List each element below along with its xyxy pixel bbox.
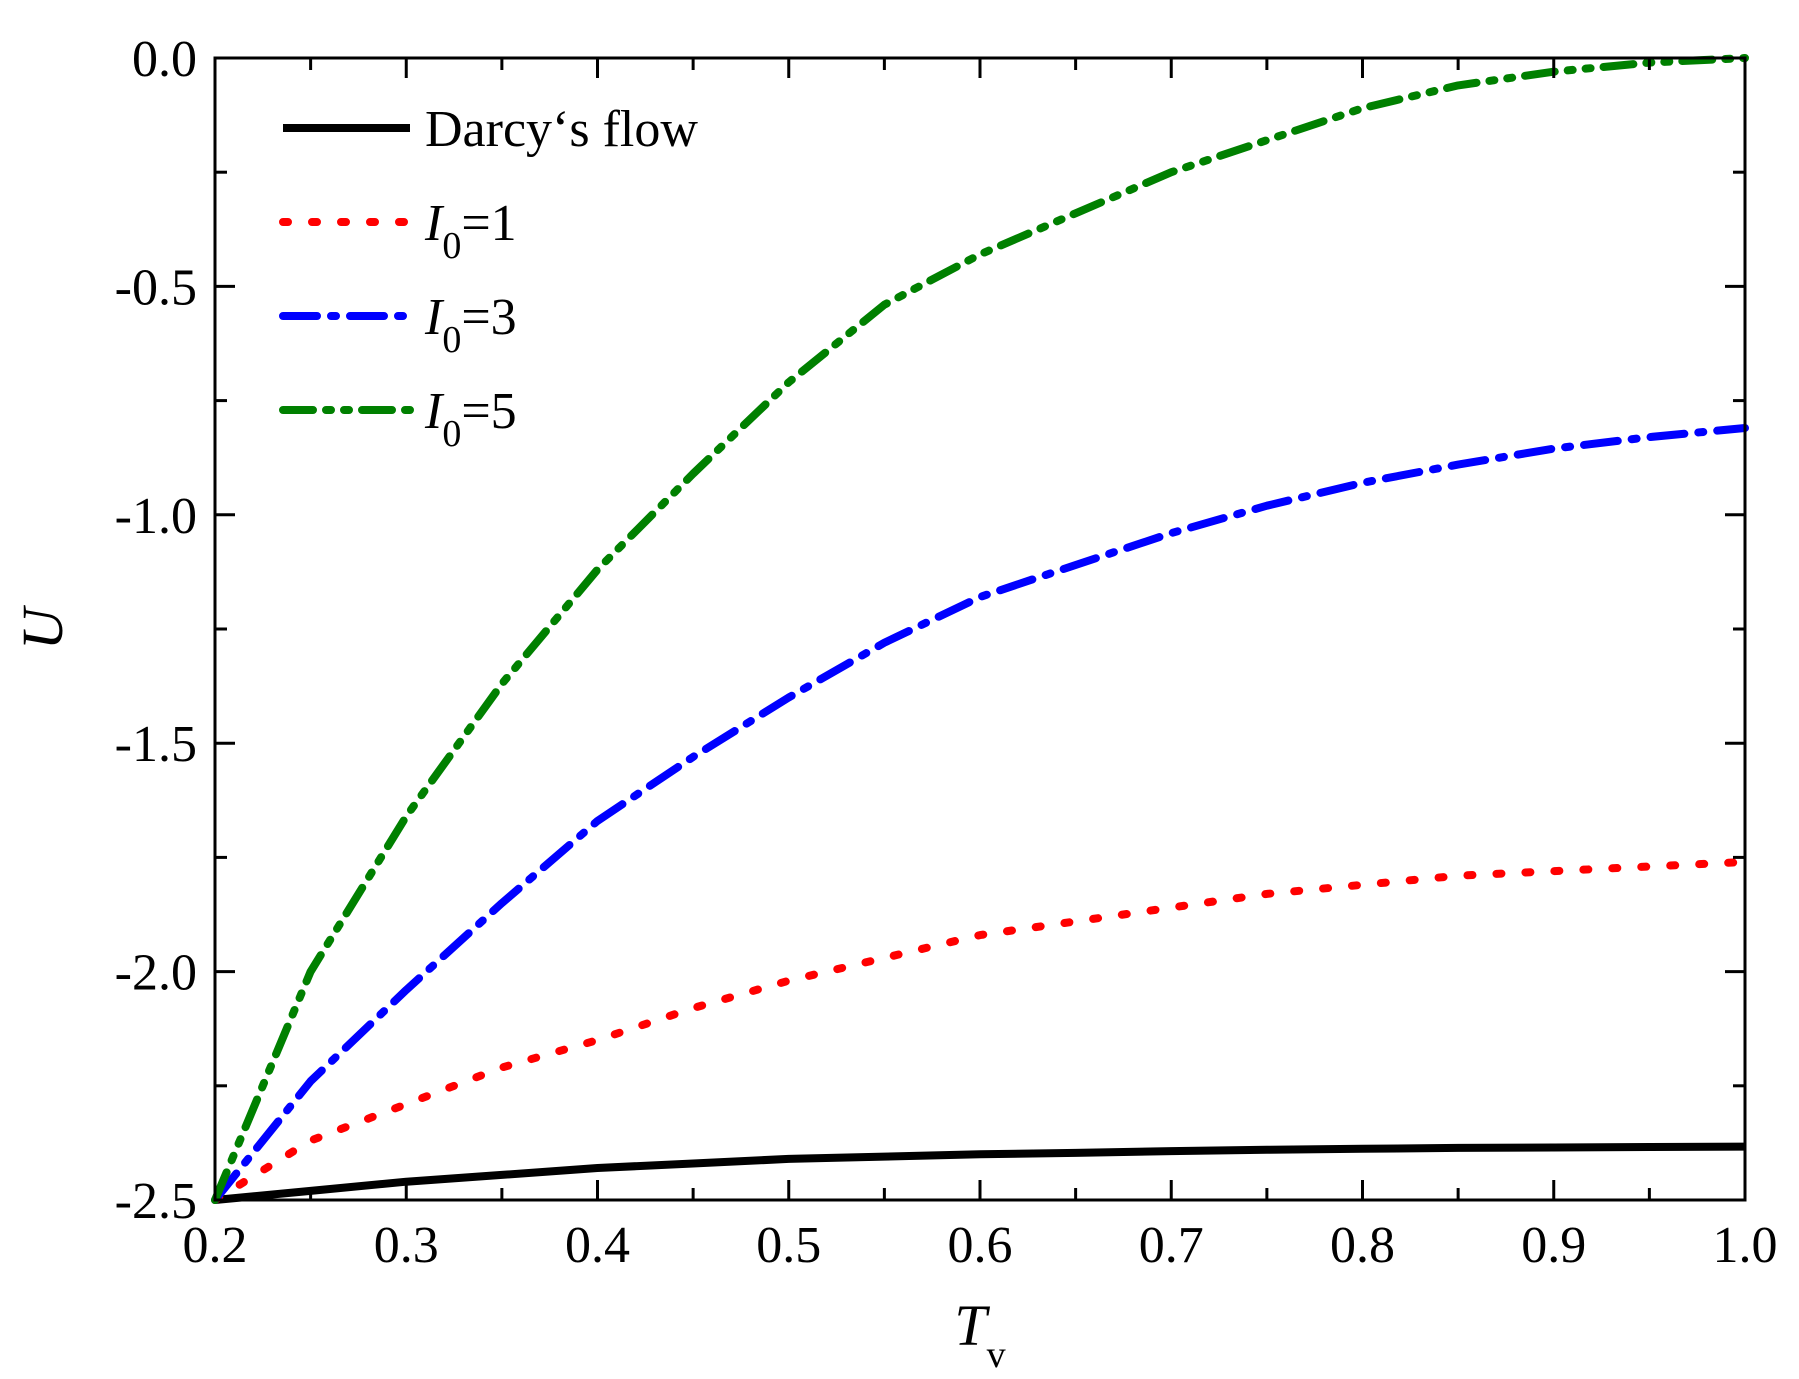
x-tick-label: 0.6 [948, 1217, 1013, 1274]
x-tick-label: 0.8 [1330, 1217, 1395, 1274]
y-tick-label: -2.5 [115, 1173, 197, 1230]
legend-label-sub: 0 [442, 225, 461, 267]
legend-label-rest: =3 [461, 289, 516, 346]
y-tick-label: -1.0 [115, 488, 197, 545]
legend-label-sub: 0 [442, 319, 461, 361]
legend-label-rest: =5 [461, 383, 516, 440]
legend-label-sub: 0 [442, 413, 461, 455]
y-tick-label: -2.0 [115, 945, 197, 1002]
x-axis-title: Tv [954, 1293, 1005, 1376]
legend-label-main: I [424, 289, 445, 346]
series-line-2 [211, 424, 1749, 1204]
plot-series [211, 54, 1749, 1204]
tick-labels: 0.2 0.3 0.4 0.5 0.6 0.7 0.8 0.9 1.0 0.0 -0.5 -1.0 -1… [115, 31, 1778, 1274]
x-tick-label: 0.4 [565, 1217, 630, 1274]
x-tick-label: 1.0 [1713, 1217, 1778, 1274]
y-tick-label: -0.5 [115, 259, 197, 316]
legend-label-3: I0=5 [424, 383, 517, 455]
x-axis-title-main: T [954, 1293, 990, 1358]
legend-label-2: I0=3 [424, 289, 517, 361]
x-tick-label: 0.7 [1139, 1217, 1204, 1274]
series-line-0 [214, 1142, 1746, 1204]
legend-label-1: I0=1 [424, 195, 517, 267]
x-tick-label: 0.5 [756, 1217, 821, 1274]
y-tick-label: -1.5 [115, 716, 197, 773]
y-tick-label: 0.0 [132, 31, 197, 88]
legend-label-0: Darcy‘s flow [425, 101, 698, 158]
x-tick-label: 0.2 [183, 1217, 248, 1274]
legend-label-main: I [424, 383, 445, 440]
ticks [213, 56, 1747, 1202]
y-axis-title: U [10, 604, 75, 650]
legend-label-rest: =1 [461, 195, 516, 252]
x-tick-label: 0.3 [374, 1217, 439, 1274]
x-axis-title-sub: v [987, 1334, 1006, 1376]
x-tick-label: 0.9 [1521, 1217, 1586, 1274]
legend-label-main: I [424, 195, 445, 252]
series-line-1 [211, 858, 1749, 1204]
series-line-3 [211, 54, 1749, 1204]
